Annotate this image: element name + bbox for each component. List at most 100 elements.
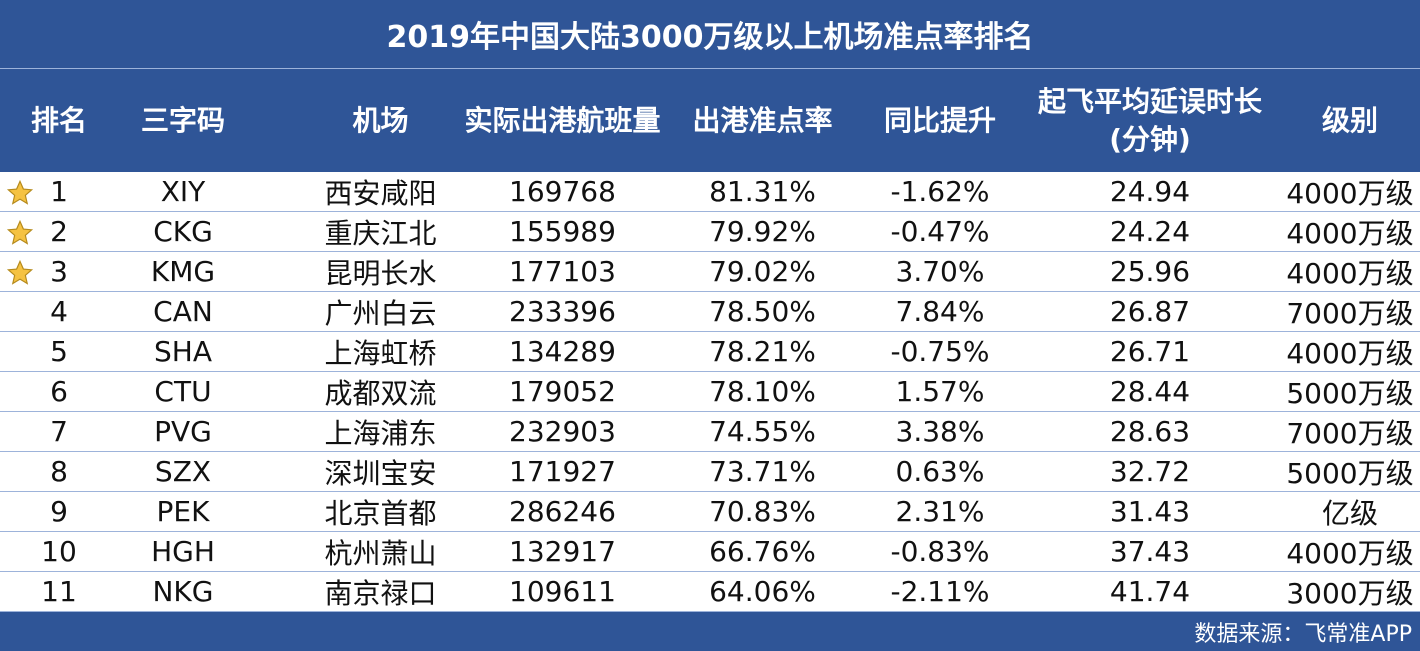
cell-yoy: 0.63% bbox=[895, 455, 985, 488]
cell-flights: 155989 bbox=[509, 215, 616, 248]
cell-airport: 昆明长水 bbox=[324, 256, 437, 290]
cell-rank: 3 bbox=[50, 255, 68, 288]
cell-level: 7000万级 bbox=[1286, 416, 1414, 450]
table-row: 9 PEK 北京首都 286246 70.83% 2.31% 31.43 亿级 bbox=[0, 492, 1420, 532]
cell-flights: 179052 bbox=[509, 375, 616, 408]
cell-code: SZX bbox=[154, 455, 212, 488]
star-icon bbox=[6, 219, 34, 245]
cell-delay: 26.87 bbox=[1109, 295, 1191, 328]
table-row: 5 SHA 上海虹桥 134289 78.21% -0.75% 26.71 4000万级 bbox=[0, 332, 1420, 372]
cell-level: 5000万级 bbox=[1286, 456, 1414, 490]
cell-ontime: 78.21% bbox=[709, 335, 816, 368]
cell-flights: 171927 bbox=[509, 455, 616, 488]
cell-yoy: 3.70% bbox=[895, 255, 985, 288]
cell-code: KMG bbox=[150, 255, 216, 288]
cell-rank: 5 bbox=[50, 335, 68, 368]
cell-code: HGH bbox=[151, 535, 215, 568]
cell-level: 5000万级 bbox=[1286, 376, 1414, 410]
table-row: 1 XIY 西安咸阳 169768 81.31% -1.62% 24.94 4000万级 bbox=[0, 172, 1420, 212]
header-level: 级别 bbox=[1321, 104, 1378, 137]
cell-ontime: 70.83% bbox=[709, 495, 816, 528]
cell-delay: 25.96 bbox=[1109, 255, 1191, 288]
cell-ontime: 79.92% bbox=[709, 215, 816, 248]
cell-ontime: 79.02% bbox=[709, 255, 816, 288]
cell-airport: 北京首都 bbox=[324, 496, 437, 530]
cell-airport: 成都双流 bbox=[324, 376, 437, 410]
cell-ontime: 74.55% bbox=[709, 415, 816, 448]
cell-delay: 28.63 bbox=[1109, 415, 1191, 448]
cell-yoy: 1.57% bbox=[895, 375, 985, 408]
table-header: 排名 三字码 机场 实际出港航班量 出港准点率 同比提升 起飞平均延误时长 (分… bbox=[0, 68, 1420, 173]
cell-flights: 177103 bbox=[509, 255, 616, 288]
cell-rank: 4 bbox=[50, 295, 68, 328]
cell-airport: 上海虹桥 bbox=[324, 336, 437, 370]
cell-delay: 28.44 bbox=[1109, 375, 1191, 408]
cell-level: 4000万级 bbox=[1286, 176, 1414, 210]
cell-rank: 7 bbox=[50, 415, 68, 448]
cell-ontime: 78.10% bbox=[709, 375, 816, 408]
cell-airport: 重庆江北 bbox=[324, 216, 437, 250]
cell-delay: 24.24 bbox=[1109, 215, 1191, 248]
cell-rank: 9 bbox=[50, 495, 68, 528]
cell-level: 4000万级 bbox=[1286, 216, 1414, 250]
star-icon bbox=[6, 259, 34, 285]
cell-delay: 26.71 bbox=[1109, 335, 1191, 368]
table-row: 6 CTU 成都双流 179052 78.10% 1.57% 28.44 5000万级 bbox=[0, 372, 1420, 412]
table-row: 3 KMG 昆明长水 177103 79.02% 3.70% 25.96 4000万级 bbox=[0, 252, 1420, 292]
cell-ontime: 78.50% bbox=[709, 295, 816, 328]
cell-flights: 132917 bbox=[509, 535, 616, 568]
cell-yoy: 7.84% bbox=[895, 295, 985, 328]
cell-flights: 134289 bbox=[509, 335, 616, 368]
header-rank: 排名 bbox=[30, 104, 87, 137]
table-title: 2019年中国大陆3000万级以上机场准点率排名 bbox=[386, 20, 1034, 55]
cell-airport: 深圳宝安 bbox=[324, 456, 437, 490]
cell-level: 3000万级 bbox=[1286, 576, 1414, 610]
cell-level: 4000万级 bbox=[1286, 536, 1414, 570]
cell-level: 4000万级 bbox=[1286, 336, 1414, 370]
cell-code: CKG bbox=[153, 215, 213, 248]
header-airport: 机场 bbox=[352, 104, 409, 137]
header-flights: 实际出港航班量 bbox=[464, 104, 661, 137]
table-body: 1 XIY 西安咸阳 169768 81.31% -1.62% 24.94 4000万级 2 CK… bbox=[0, 172, 1420, 612]
cell-airport: 南京禄口 bbox=[324, 576, 437, 610]
cell-delay: 32.72 bbox=[1109, 455, 1191, 488]
cell-rank: 2 bbox=[50, 215, 68, 248]
cell-yoy: 2.31% bbox=[895, 495, 985, 528]
cell-flights: 232903 bbox=[509, 415, 616, 448]
cell-yoy: -0.83% bbox=[890, 535, 990, 568]
header-ontime: 出港准点率 bbox=[692, 104, 833, 137]
cell-delay: 31.43 bbox=[1109, 495, 1191, 528]
cell-delay: 24.94 bbox=[1109, 175, 1191, 208]
header-delay: 起飞平均延误时长 (分钟) bbox=[1037, 85, 1262, 156]
cell-code: XIY bbox=[160, 175, 206, 208]
cell-code: NKG bbox=[152, 575, 214, 608]
cell-ontime: 73.71% bbox=[709, 455, 816, 488]
cell-yoy: -1.62% bbox=[890, 175, 990, 208]
table-row: 11 NKG 南京禄口 109611 64.06% -2.11% 41.74 3000万级 bbox=[0, 572, 1420, 612]
header-yoy: 同比提升 bbox=[883, 104, 996, 137]
cell-code: CAN bbox=[153, 295, 213, 328]
cell-flights: 109611 bbox=[509, 575, 616, 608]
cell-level: 4000万级 bbox=[1286, 256, 1414, 290]
cell-delay: 37.43 bbox=[1109, 535, 1191, 568]
cell-code: SHA bbox=[154, 335, 212, 368]
cell-yoy: -2.11% bbox=[890, 575, 990, 608]
cell-airport: 杭州萧山 bbox=[324, 536, 437, 570]
cell-flights: 169768 bbox=[509, 175, 616, 208]
cell-airport: 广州白云 bbox=[324, 296, 437, 330]
cell-ontime: 66.76% bbox=[709, 535, 816, 568]
cell-code: PEK bbox=[156, 495, 210, 528]
cell-rank: 8 bbox=[50, 455, 68, 488]
cell-airport: 上海浦东 bbox=[324, 416, 437, 450]
cell-rank: 1 bbox=[50, 175, 68, 208]
cell-code: CTU bbox=[154, 375, 212, 408]
table-row: 8 SZX 深圳宝安 171927 73.71% 0.63% 32.72 5000万级 bbox=[0, 452, 1420, 492]
cell-ontime: 81.31% bbox=[709, 175, 816, 208]
cell-flights: 233396 bbox=[509, 295, 616, 328]
table-row: 2 CKG 重庆江北 155989 79.92% -0.47% 24.24 4000万级 bbox=[0, 212, 1420, 252]
cell-level: 亿级 bbox=[1321, 496, 1378, 530]
header-code: 三字码 bbox=[140, 104, 225, 137]
cell-yoy: -0.47% bbox=[890, 215, 990, 248]
cell-ontime: 64.06% bbox=[709, 575, 816, 608]
